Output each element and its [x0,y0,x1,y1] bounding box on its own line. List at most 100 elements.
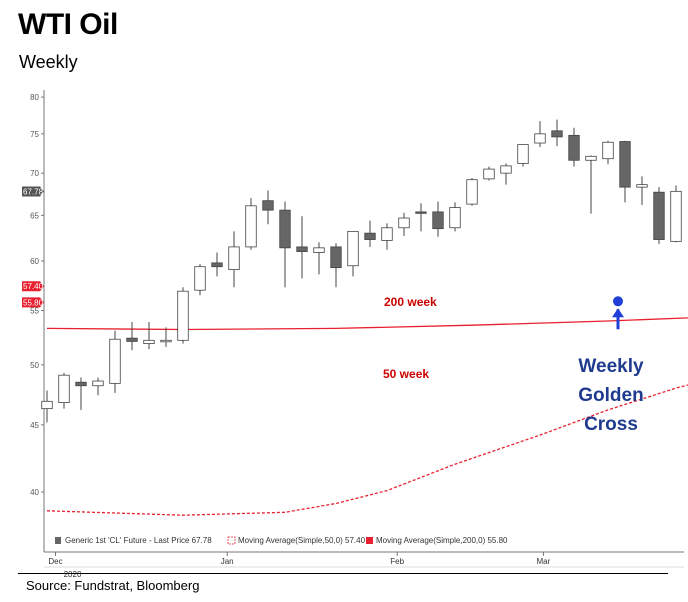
candle [143,322,155,350]
golden-cross-label: Golden [578,385,643,406]
source-note: Source: Fundstrat, Bloomberg [26,578,200,593]
candle [568,127,580,167]
price-tag-label: 67.78 [23,188,44,197]
candle-body [228,246,240,270]
candle-body [279,209,291,249]
price-tag-label: 57.40 [23,282,44,291]
golden-cross-label: Weekly [578,356,644,377]
candle [534,121,546,147]
candle-body [653,191,665,240]
candle [177,287,189,344]
candle-body [483,168,495,180]
x-tick-label: Mar [537,557,551,566]
candle-body [177,290,189,341]
candle-body [262,200,274,211]
price-tag-box [22,297,44,308]
candle-body [534,133,546,144]
candle-body [466,179,478,205]
legend-label: Moving Average(Simple,200,0) 55.80 [376,536,508,545]
y-tick-label: 65 [30,211,39,220]
golden-cross-label: Cross [584,414,638,435]
candle [551,119,563,147]
candle [58,372,70,409]
candle-body [160,339,172,343]
golden-cross-arrow-head [612,308,624,318]
candle [670,185,682,243]
candle-body [636,184,648,188]
x-tick-label: Jan [221,557,234,566]
candle [466,178,478,206]
candle-body [551,130,563,138]
candle [313,242,325,275]
candle-body [143,339,155,344]
candle-body [58,374,70,403]
chart-subtitle: Weekly [19,52,78,72]
x-tick-label: Feb [390,557,404,566]
candle [517,144,529,167]
candle-body [347,230,359,267]
candle-body [670,190,682,242]
legend-label: Moving Average(Simple,50,0) 57.40 [238,536,366,545]
candle-body [211,262,223,268]
y-tick-label: 75 [30,130,39,139]
y-tick-label: 50 [30,361,39,370]
candle-body [517,144,529,164]
candle [228,231,240,288]
candle-body [41,400,53,410]
candle [653,187,665,245]
candle [262,190,274,225]
candle [347,230,359,277]
candle-body [109,338,121,384]
legend-solid-swatch [366,537,373,544]
candle [296,216,308,279]
candle-body [381,227,393,241]
candle-body [398,217,410,229]
candle-body [296,246,308,252]
candle [330,243,342,288]
y-tick-label: 80 [30,93,39,102]
candle-body [415,211,427,214]
ma200-annotation: 200 week [384,295,437,309]
y-tick-label: 55 [30,307,39,316]
x-year-label: 2020 [64,570,82,579]
candle-body [364,232,376,240]
candle-body [602,141,614,160]
y-tick-label: 45 [30,421,39,430]
candle-body [500,165,512,174]
price-tag-label: 55.80 [23,298,44,307]
candle-body [449,207,461,229]
candle-body [75,381,87,387]
candle-body [92,380,104,387]
candle [636,176,648,205]
golden-cross-marker [613,296,623,307]
candle [432,201,444,237]
candle [364,220,376,247]
candle-body [568,134,580,161]
candle [41,390,53,423]
y-tick-label: 70 [30,169,39,178]
candle-body [330,246,342,269]
price-tag-box [22,281,44,292]
candle-body [126,337,138,342]
candle [483,166,495,181]
candle-body [432,211,444,230]
candle [415,203,427,232]
candle-body [313,247,325,253]
x-tick-label: Dec [48,557,62,566]
candle-body [194,266,206,291]
candle [585,155,597,214]
candle-body [619,141,631,188]
candle [75,377,87,410]
legend-dashed-swatch [227,536,236,545]
candle [279,201,291,288]
candle [109,330,121,393]
ma50-annotation: 50 week [383,367,429,381]
candle-body [585,155,597,161]
candle [194,263,206,296]
footer-divider [18,573,668,574]
chart-title: WTI Oil [18,8,118,41]
candle-body [245,205,257,248]
candle [92,377,104,396]
y-tick-label: 60 [30,257,39,266]
